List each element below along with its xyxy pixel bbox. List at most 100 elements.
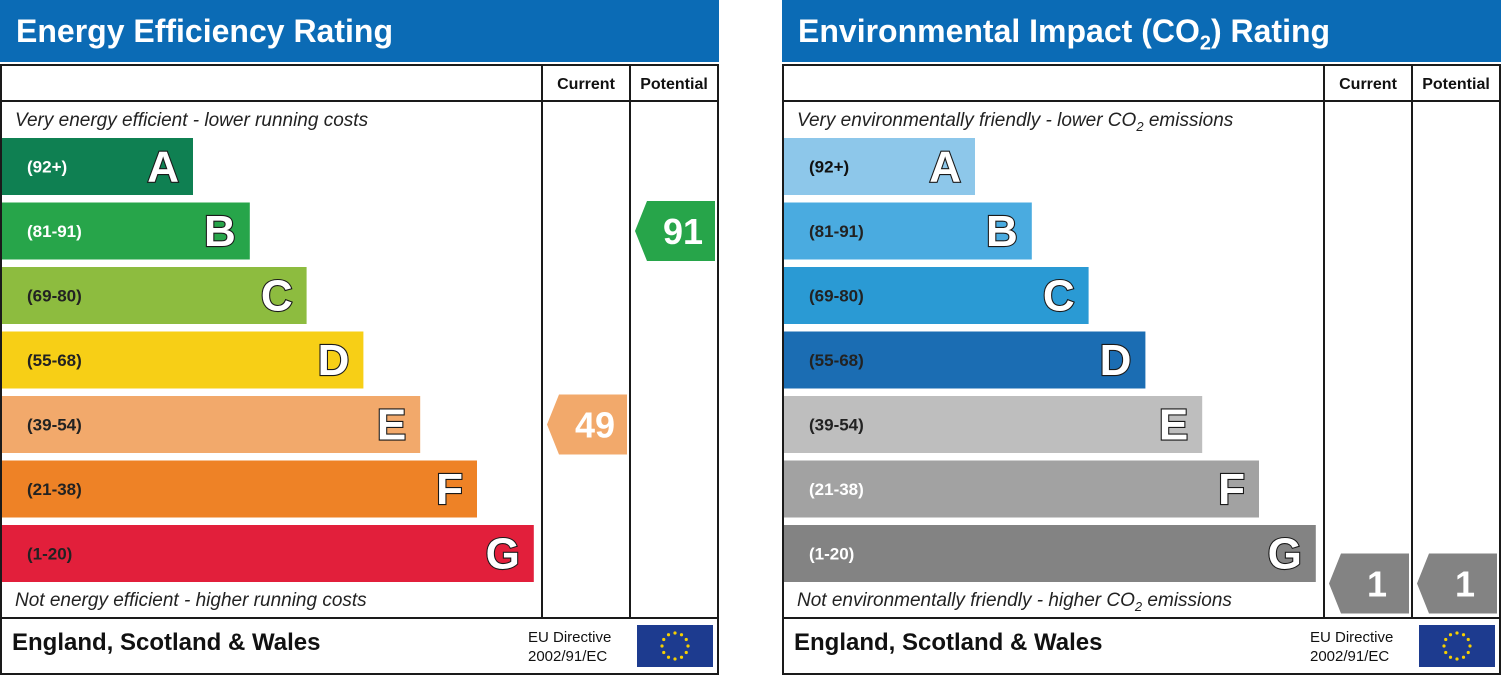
flag-star	[679, 655, 684, 659]
band-range-label: (1-20)	[809, 545, 854, 564]
divider	[2, 617, 717, 619]
band-b: (81-91) B	[2, 202, 250, 260]
chart-title: Environmental Impact (CO2) Rating	[782, 0, 1501, 62]
divider	[541, 66, 543, 619]
chart-title: Energy Efficiency Rating	[0, 0, 719, 62]
band-bar	[2, 202, 250, 260]
band-bar	[2, 525, 534, 582]
flag-star	[1442, 644, 1446, 648]
band-bar	[2, 138, 193, 195]
rating-bars: (92+) A (81-91) B (69-80) C (55-68) D (39-54) E (2…	[2, 138, 715, 582]
flag-star	[666, 633, 671, 637]
eu-directive-label: EU Directive 2002/91/EC	[1310, 629, 1394, 665]
band-range-label: (92+)	[27, 158, 67, 177]
potential-rating-arrow: 1	[1417, 553, 1497, 614]
flag-star	[673, 657, 677, 661]
eu-flag-icon	[1419, 625, 1495, 667]
band-f: (21-38) F	[784, 460, 1259, 518]
potential-rating-value: 1	[1455, 564, 1475, 605]
band-letter: C	[261, 272, 293, 321]
current-rating-arrow: 49	[547, 394, 627, 455]
flag-star	[1444, 650, 1448, 655]
divider	[1323, 66, 1325, 619]
current-rating-value: 49	[575, 405, 615, 446]
potential-rating-value: 91	[663, 211, 703, 252]
flag-star	[666, 655, 671, 659]
band-e: (39-54) E	[2, 396, 421, 453]
rating-frame: Current Potential Very energy efficient …	[0, 64, 719, 675]
band-letter: G	[1268, 530, 1302, 579]
band-range-label: (55-68)	[809, 351, 864, 370]
flag-star	[679, 633, 684, 637]
flag-star	[662, 637, 666, 642]
flag-star	[1461, 633, 1466, 637]
arrow-shape	[635, 201, 715, 261]
eu-directive-label: EU Directive 2002/91/EC	[528, 629, 612, 665]
flag-star	[1444, 637, 1448, 642]
band-range-label: (1-20)	[27, 545, 72, 564]
band-e: (39-54) E	[784, 396, 1203, 453]
band-letter: F	[436, 465, 463, 514]
band-bar	[784, 460, 1259, 518]
bottom-note: Not environmentally friendly - higher CO…	[797, 590, 1232, 614]
band-range-label: (92+)	[809, 158, 849, 177]
band-letter: A	[929, 143, 961, 192]
divider	[629, 66, 631, 619]
band-range-label: (21-38)	[809, 480, 864, 499]
bottom-note: Not energy efficient - higher running co…	[15, 590, 367, 611]
divider	[784, 617, 1499, 619]
band-bar	[2, 267, 307, 324]
environmental-impact-panel: Environmental Impact (CO2) Rating Curren…	[782, 0, 1501, 675]
band-letter: A	[147, 143, 179, 192]
band-letter: E	[1159, 401, 1188, 450]
flag-star	[662, 650, 666, 655]
flag-star	[660, 644, 664, 648]
band-range-label: (39-54)	[809, 416, 864, 435]
band-d: (55-68) D	[784, 331, 1146, 389]
arrow-shape	[1417, 553, 1497, 614]
band-bar	[784, 396, 1203, 453]
band-f: (21-38) F	[2, 460, 477, 518]
flag-star	[673, 631, 677, 635]
flag-star	[1448, 633, 1453, 637]
band-letter: C	[1043, 272, 1075, 321]
current-rating-arrow: 1	[1329, 553, 1409, 614]
current-column-header: Current	[557, 76, 615, 93]
band-letter: B	[986, 207, 1018, 256]
flag-star	[1466, 637, 1470, 642]
band-range-label: (21-38)	[27, 480, 82, 499]
band-g: (1-20) G	[2, 525, 534, 582]
current-rating-value: 1	[1367, 564, 1387, 605]
band-bar	[784, 525, 1316, 582]
flag-star	[686, 644, 690, 648]
band-c: (69-80) C	[784, 267, 1089, 324]
eu-flag-icon	[637, 625, 713, 667]
current-column-header: Current	[1339, 76, 1397, 93]
potential-column-header: Potential	[1422, 76, 1490, 93]
band-letter: D	[318, 336, 350, 385]
band-g: (1-20) G	[784, 525, 1316, 582]
region-label: England, Scotland & Wales	[12, 629, 321, 656]
divider	[784, 100, 1499, 102]
flag-star	[684, 637, 688, 642]
energy-efficiency-panel: Energy Efficiency Rating Current Potenti…	[0, 0, 719, 675]
rating-frame: Current Potential Very environmentally f…	[782, 64, 1501, 675]
band-range-label: (39-54)	[27, 416, 82, 435]
top-note: Very energy efficient - lower running co…	[15, 110, 369, 131]
band-range-label: (69-80)	[27, 287, 82, 306]
band-d: (55-68) D	[2, 331, 364, 389]
flag-star	[1461, 655, 1466, 659]
potential-column-header: Potential	[640, 76, 708, 93]
band-c: (69-80) C	[2, 267, 307, 324]
band-a: (92+) A	[784, 138, 975, 195]
flag-star	[1466, 650, 1470, 655]
rating-bars: (92+) A (81-91) B (69-80) C (55-68) D (39-54) E (2…	[784, 138, 1497, 614]
potential-rating-arrow: 91	[635, 201, 715, 261]
flag-star	[1448, 655, 1453, 659]
band-bar	[2, 396, 421, 453]
divider	[1411, 66, 1413, 619]
flag-star	[684, 650, 688, 655]
band-a: (92+) A	[2, 138, 193, 195]
top-note: Very environmentally friendly - lower CO…	[797, 110, 1234, 134]
flag-star	[1455, 657, 1459, 661]
